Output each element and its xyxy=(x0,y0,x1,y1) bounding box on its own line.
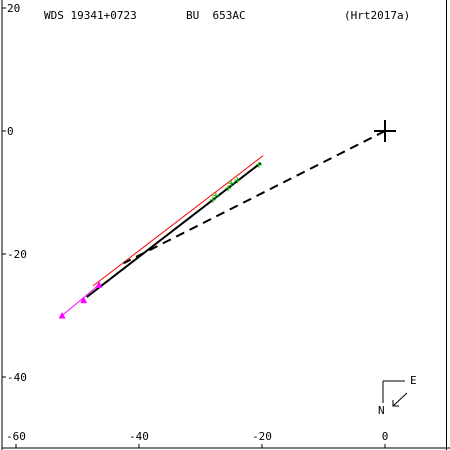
discoverer-label: BU 653AC xyxy=(186,9,246,22)
wds-id-label: WDS 19341+0723 xyxy=(44,9,137,22)
early-measurement-point xyxy=(80,296,88,304)
x-tick-label: -20 xyxy=(252,430,272,443)
motion-arrow-head xyxy=(392,400,399,407)
motion-arrow xyxy=(392,392,408,407)
motion-magenta-line xyxy=(61,284,100,316)
primary-star-marker xyxy=(374,120,396,142)
x-tick-label: -60 xyxy=(6,430,26,443)
measurement-point xyxy=(225,185,232,192)
y-tick-label: 20 xyxy=(7,2,20,15)
x-tick-label: 0 xyxy=(382,430,389,443)
axis-ticks: -60 -40 -20 0 20 0 -20 -40 xyxy=(2,2,388,448)
y-tick-label: 0 xyxy=(7,125,14,138)
measurement-point xyxy=(234,177,241,184)
orbit-red-line xyxy=(92,155,264,287)
compass-east-label: E xyxy=(410,374,417,387)
reference-label: (Hrt2017a) xyxy=(344,9,410,22)
measurement-point xyxy=(209,196,216,203)
y-tick-label: -20 xyxy=(7,248,27,261)
fit-black-line xyxy=(86,162,262,298)
early-measurement-point xyxy=(58,312,66,319)
compass-north-label: N xyxy=(378,404,385,417)
measurement-point xyxy=(228,180,235,187)
compass: E N xyxy=(378,374,417,417)
early-measurement-point xyxy=(95,281,103,288)
measurement-point xyxy=(212,192,219,199)
orbit-lines xyxy=(61,130,386,316)
measurement-point xyxy=(255,161,262,168)
y-tick-label: -40 xyxy=(7,371,27,384)
data-marks xyxy=(58,120,396,319)
dashed-link-line xyxy=(123,130,386,265)
x-tick-label: -40 xyxy=(129,430,149,443)
